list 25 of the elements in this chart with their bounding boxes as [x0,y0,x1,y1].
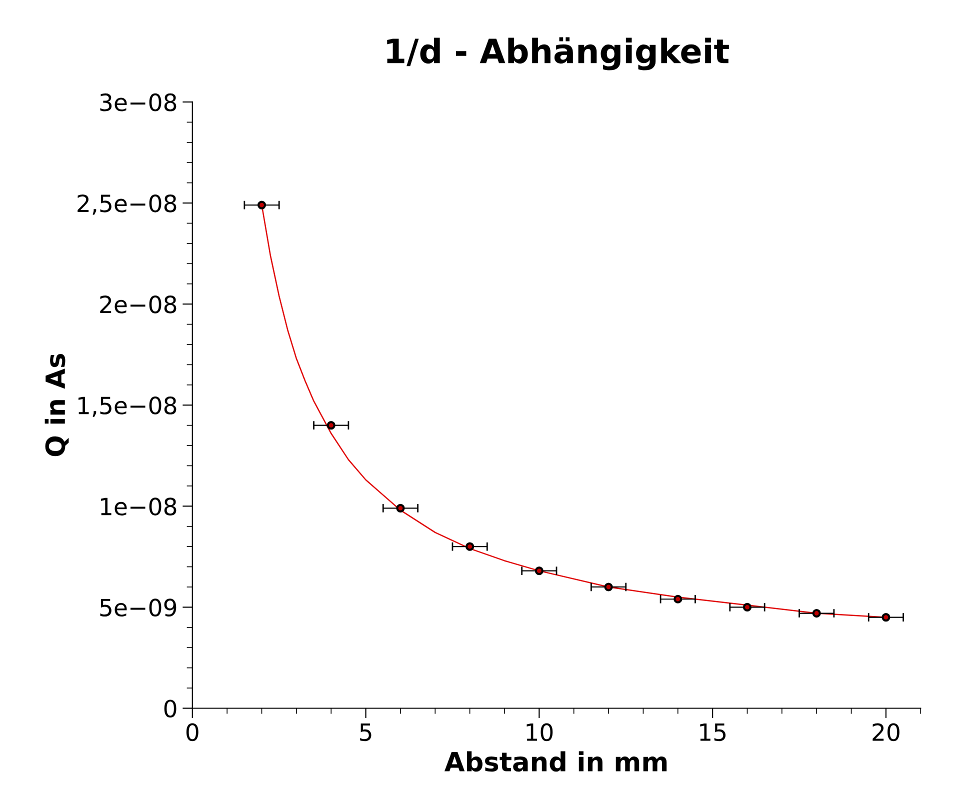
y-tick-label: 3e−08 [100,93,176,112]
point [604,582,613,592]
y-axis-title: Q in As [44,354,69,456]
point [742,602,752,612]
point [674,594,682,604]
x-axis-title: Abstand in mm [444,751,667,772]
x-tick-label: 20 [872,723,900,742]
x-tick-label: 10 [526,723,553,742]
x-tick-label: 0 [186,723,198,742]
point [534,566,544,576]
y-tick-label: 1,5e−08 [78,396,176,417]
y-tick-label: 2,5e−08 [78,194,176,215]
point [882,613,890,622]
x-tick-label: 15 [700,724,726,742]
x-tick-label: 5 [360,724,372,742]
point [257,200,266,210]
y-tick-label: 5e−09 [100,598,176,617]
point [396,504,405,512]
point [326,421,336,430]
y-tick-label: 2e−08 [100,296,176,314]
y-tick-label: 1e−08 [101,498,176,516]
y-tick-label: 0 [164,700,176,718]
point [812,608,821,618]
point [466,542,474,551]
chart-title: 1/d - Abhängigkeit [387,37,729,70]
